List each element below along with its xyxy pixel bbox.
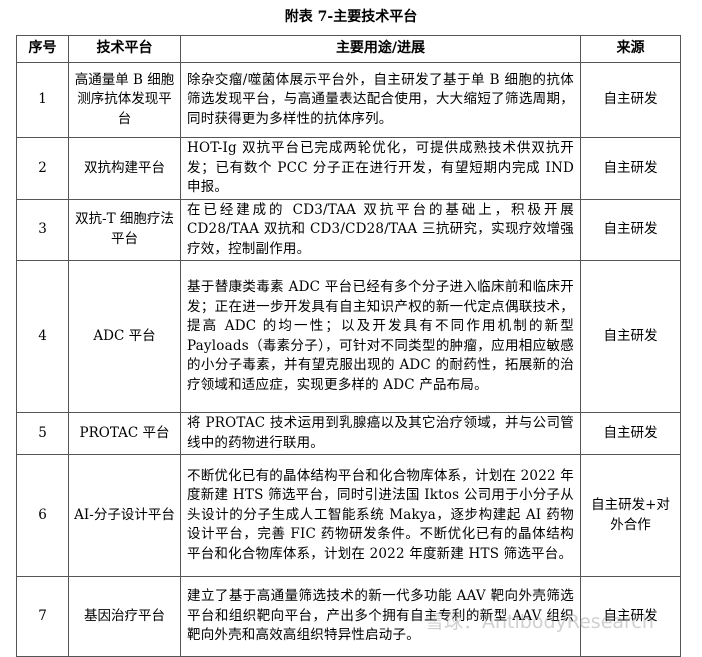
row-number: 3 (16, 198, 69, 261)
tech-platform-table: 序号 技术平台 主要用途/进展 来源 1 高通量单 B 细胞测序抗体发现平台 除杂交… (16, 35, 681, 657)
platform-description: HOT-Ig 双抗平台已完成两轮优化，可提供成熟技术供双抗开发；已有数个 PCC… (180, 137, 581, 200)
table-title: 附表 7-主要技术平台 (284, 9, 418, 25)
row-number: 1 (16, 62, 69, 138)
table-row: 4 ADC 平台 基于替康类毒素 ADC 平台已经有多个分子进入临床前和临床开发；正… (16, 260, 681, 413)
table-row: 5 PROTAC 平台将 PROTAC 技术运用到乳腺癌以及其它治疗领域，并与公司… (16, 412, 681, 455)
header-platform: 技术平台 (68, 35, 181, 63)
platform-source: 自主研发 (580, 198, 681, 261)
platform-name: 高通量单 B 细胞测序抗体发现平台 (68, 62, 181, 138)
table-row: 2 双抗构建平台 HOT-Ig 双抗平台已完成两轮优化，可提供成熟技术供双抗开发；已… (16, 137, 681, 200)
row-number: 2 (16, 137, 69, 200)
platform-description: 不断优化已有的晶体结构平台和化合物库体系，计划在 2022 年度新建 HTS 筛… (180, 454, 581, 577)
table-row: 3 双抗-T 细胞疗法平台 在已经建成的 CD3/TAA 双抗平台的基础上，积极开展… (16, 198, 681, 261)
header-source: 来源 (580, 35, 681, 63)
platform-description: 将 PROTAC 技术运用到乳腺癌以及其它治疗领域，并与公司管线中的药物进行联用… (180, 412, 581, 455)
row-number: 7 (16, 576, 69, 657)
platform-name: 双抗构建平台 (68, 137, 181, 200)
row-number: 5 (16, 412, 69, 455)
platform-source: 自主研发 (580, 137, 681, 200)
platform-name: 双抗-T 细胞疗法平台 (68, 198, 181, 261)
table-row: 6 AI-分子设计平台 不断优化已有的晶体结构平台和化合物库体系，计划在 2022 … (16, 454, 681, 577)
platform-name: AI-分子设计平台 (68, 454, 181, 577)
platform-description: 在已经建成的 CD3/TAA 双抗平台的基础上，积极开展 CD28/TAA 双抗… (180, 198, 581, 261)
platform-source: 自主研发 (580, 412, 681, 455)
platform-name: ADC 平台 (68, 260, 181, 413)
platform-description: 基于替康类毒素 ADC 平台已经有多个分子进入临床前和临床开发；正在进一步开发具… (180, 260, 581, 413)
platform-description: 除杂交瘤/噬菌体展示平台外，自主研发了基于单 B 细胞的抗体筛选发现平台，与高通… (180, 62, 581, 138)
header-row: 序号 技术平台 主要用途/进展 来源 (16, 35, 681, 63)
table-row: 1 高通量单 B 细胞测序抗体发现平台 除杂交瘤/噬菌体展示平台外，自主研发了基于单… (16, 62, 681, 138)
row-number: 6 (16, 454, 69, 577)
platform-name: PROTAC 平台 (68, 412, 181, 455)
watermark: 雪球：AntibodyResearch (425, 611, 654, 633)
platform-name: 基因治疗平台 (68, 576, 181, 657)
row-number: 4 (16, 260, 69, 413)
header-no: 序号 (16, 35, 69, 63)
platform-source: 自主研发+对外合作 (580, 454, 681, 577)
platform-source: 自主研发 (580, 62, 681, 138)
header-usage: 主要用途/进展 (180, 35, 581, 63)
platform-source: 自主研发 (580, 260, 681, 413)
